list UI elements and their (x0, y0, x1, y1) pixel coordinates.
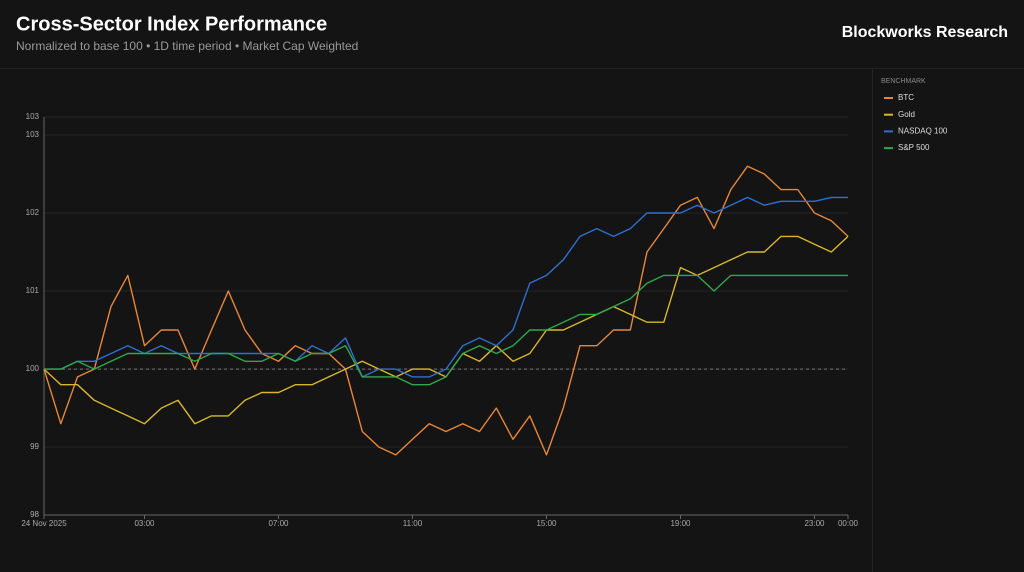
x-tick-label: 11:00 (403, 519, 423, 528)
x-tick-label: 03:00 (134, 519, 155, 528)
x-tick-label: 00:00 (838, 519, 859, 528)
x-tick-label: 07:00 (268, 519, 289, 528)
legend-label: BTC (898, 93, 914, 102)
x-tick-label: 23:00 (804, 519, 825, 528)
legend-label: NASDAQ 100 (898, 127, 948, 136)
series-line (44, 274, 848, 386)
y-tick-label: 102 (26, 208, 40, 217)
chart-subtitle: Normalized to base 100 • 1D time period … (16, 39, 358, 53)
series-line (43, 165, 849, 456)
x-tick-label: 24 Nov 2025 (21, 519, 67, 528)
x-tick-label: 15:00 (536, 519, 557, 528)
y-tick-label: 103 (26, 112, 40, 121)
y-tick-label: 100 (26, 364, 40, 373)
y-tick-label: 99 (30, 442, 39, 451)
y-tick-label: 101 (26, 286, 40, 295)
brand: Blockworks Research (842, 24, 1008, 41)
x-tick-label: 19:00 (670, 519, 691, 528)
legend-title: BENCHMARK (881, 78, 926, 85)
y-tick-label: 98 (30, 510, 39, 519)
y-tick-label: 103 (26, 130, 40, 139)
legend-label: Gold (898, 110, 915, 119)
legend-label: S&P 500 (898, 143, 930, 152)
chart-title: Cross-Sector Index Performance (16, 13, 327, 35)
